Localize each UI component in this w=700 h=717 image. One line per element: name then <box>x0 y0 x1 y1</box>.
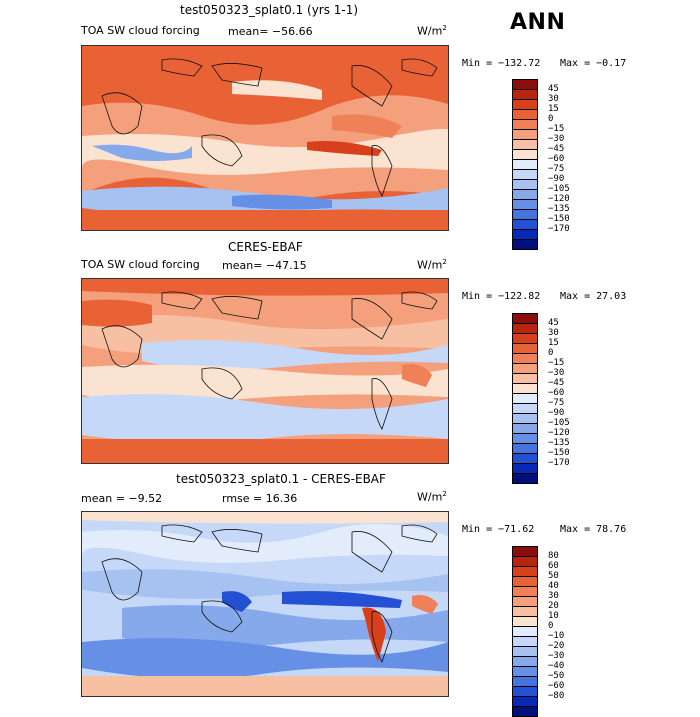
panel1-units: W/m2 <box>417 24 447 38</box>
panel1-variable: TOA SW cloud forcing <box>81 24 200 37</box>
panel2-colorbar <box>512 313 538 484</box>
colorbar-tick-label: −45 <box>548 378 565 388</box>
colorbar-tick-label: −30 <box>548 134 565 144</box>
panel1-min: Min = −132.72 <box>462 58 541 69</box>
colorbar-tick-label: 15 <box>548 104 559 114</box>
panel2-map <box>81 278 449 464</box>
colorbar-tick-label: −170 <box>548 458 570 468</box>
colorbar-tick-label: 20 <box>548 601 559 611</box>
panel3-map <box>81 511 449 697</box>
colorbar-tick-label: −10 <box>548 631 565 641</box>
colorbar-box <box>512 706 538 717</box>
colorbar-tick-label: −45 <box>548 144 565 154</box>
colorbar-tick-label: 50 <box>548 571 559 581</box>
panel3-max: Max = 78.76 <box>560 524 627 535</box>
colorbar-tick-label: −60 <box>548 388 565 398</box>
colorbar-tick-label: −60 <box>548 154 565 164</box>
colorbar-tick-label: −75 <box>548 398 565 408</box>
panel2-max: Max = 27.03 <box>560 291 627 302</box>
colorbar-box <box>512 473 538 484</box>
colorbar-tick-label: −80 <box>548 691 565 701</box>
colorbar-tick-label: 30 <box>548 94 559 104</box>
panel2-field <box>82 279 448 463</box>
panel2-min: Min = −122.82 <box>462 291 541 302</box>
panel1-colorbar <box>512 79 538 250</box>
colorbar-tick-label: −135 <box>548 204 570 214</box>
colorbar-tick-label: 0 <box>548 621 554 631</box>
colorbar-tick-label: 30 <box>548 328 559 338</box>
colorbar-tick-label: 0 <box>548 348 554 358</box>
colorbar-tick-label: −105 <box>548 184 570 194</box>
colorbar-tick-label: −120 <box>548 194 570 204</box>
colorbar-tick-label: −120 <box>548 428 570 438</box>
colorbar-tick-label: −30 <box>548 651 565 661</box>
colorbar-tick-label: −40 <box>548 661 565 671</box>
panel1-field <box>82 46 448 230</box>
colorbar-tick-label: −150 <box>548 448 570 458</box>
colorbar-tick-label: −90 <box>548 408 565 418</box>
panel3-rmse: rmse = 16.36 <box>222 492 298 505</box>
panel1-map <box>81 45 449 231</box>
colorbar-tick-label: −170 <box>548 224 570 234</box>
colorbar-tick-label: 60 <box>548 561 559 571</box>
colorbar-tick-label: −20 <box>548 641 565 651</box>
colorbar-box <box>512 239 538 250</box>
colorbar-tick-label: −30 <box>548 368 565 378</box>
colorbar-tick-label: 40 <box>548 581 559 591</box>
panel3-field <box>82 512 448 696</box>
colorbar-tick-label: −60 <box>548 681 565 691</box>
colorbar-tick-label: 80 <box>548 551 559 561</box>
panel1-mean: mean= −56.66 <box>228 25 313 38</box>
panel2-variable: TOA SW cloud forcing <box>81 258 200 271</box>
season-label: ANN <box>510 10 566 35</box>
colorbar-tick-label: −15 <box>548 358 565 368</box>
colorbar-tick-label: 45 <box>548 318 559 328</box>
colorbar-tick-label: 10 <box>548 611 559 621</box>
colorbar-tick-label: 15 <box>548 338 559 348</box>
panel3-units: W/m2 <box>417 490 447 504</box>
colorbar-tick-label: −90 <box>548 174 565 184</box>
panel2-title: CERES-EBAF <box>228 240 303 254</box>
colorbar-tick-label: −105 <box>548 418 570 428</box>
colorbar-tick-label: −15 <box>548 124 565 134</box>
panel2-mean: mean= −47.15 <box>222 259 307 272</box>
colorbar-tick-label: −75 <box>548 164 565 174</box>
panel3-title: test050323_splat0.1 - CERES-EBAF <box>176 472 386 486</box>
panel2-units: W/m2 <box>417 258 447 272</box>
panel3-colorbar <box>512 546 538 717</box>
panel3-mean: mean = −9.52 <box>81 492 163 505</box>
colorbar-tick-label: −150 <box>548 214 570 224</box>
colorbar-tick-label: −50 <box>548 671 565 681</box>
colorbar-tick-label: 45 <box>548 84 559 94</box>
colorbar-tick-label: 30 <box>548 591 559 601</box>
panel1-title: test050323_splat0.1 (yrs 1-1) <box>180 3 359 17</box>
colorbar-tick-label: −135 <box>548 438 570 448</box>
colorbar-tick-label: 0 <box>548 114 554 124</box>
panel1-max: Max = −0.17 <box>560 58 627 69</box>
panel3-min: Min = −71.62 <box>462 524 535 535</box>
